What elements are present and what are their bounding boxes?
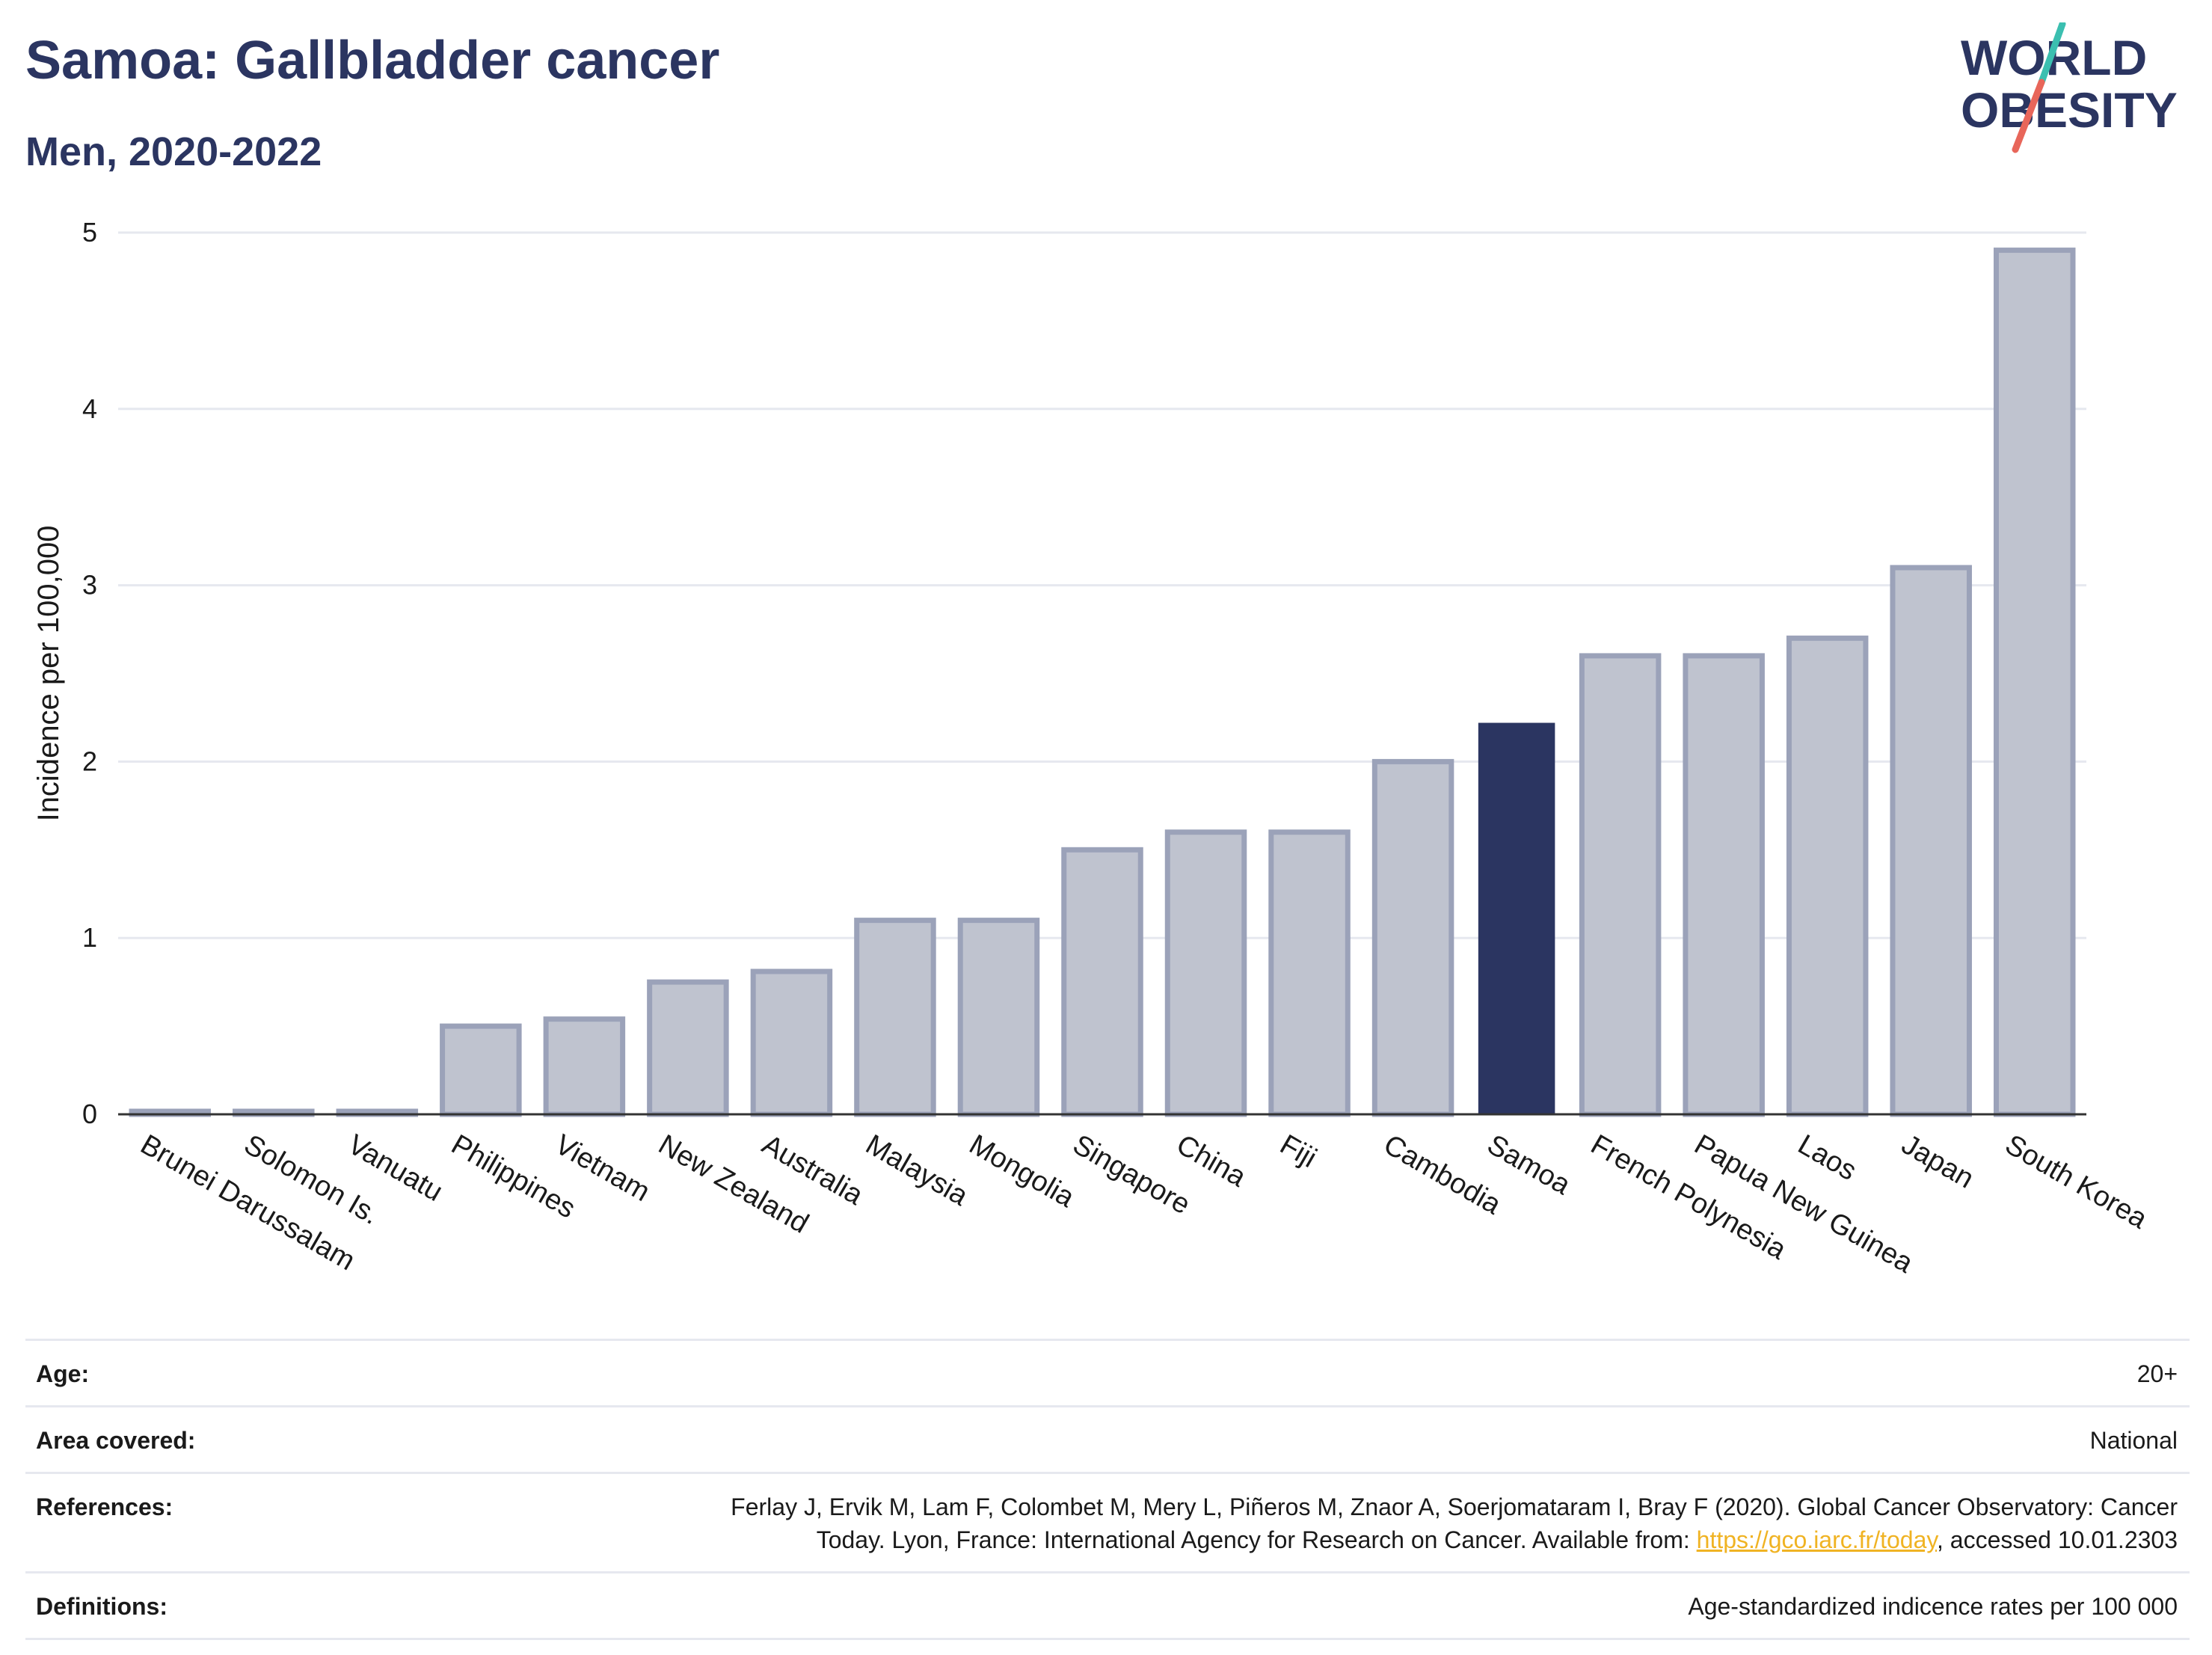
bar [1993, 248, 2076, 1117]
x-tick-label: Singapore [1068, 1129, 1196, 1220]
bar [1061, 847, 1143, 1117]
references-text-line1: Ferlay J, Ervik M, Lam F, Colombet M, Me… [731, 1493, 2178, 1520]
bar [1268, 829, 1351, 1117]
logo-slash-teal [2038, 22, 2066, 86]
x-tick-label: Fiji [1275, 1129, 1322, 1174]
x-tick-label: China [1171, 1129, 1252, 1193]
bar [957, 918, 1040, 1117]
bar [1164, 829, 1247, 1117]
x-tick-label: Laos [1792, 1129, 1861, 1187]
y-tick-label: 4 [82, 393, 97, 424]
bar [1890, 565, 1972, 1117]
age-value: 20+ [2136, 1360, 2178, 1387]
info-row-age: Age: 20+ [25, 1339, 2190, 1405]
bar [543, 1016, 626, 1117]
info-row-references: References: Ferlay J, Ervik M, Lam F, Co… [25, 1472, 2190, 1571]
x-tick-label: Mongolia [964, 1129, 1080, 1214]
references-link[interactable]: https://gco.iarc.fr/today [1696, 1526, 1937, 1553]
definitions-label: Definitions: [36, 1593, 168, 1620]
bar [647, 979, 729, 1117]
references-value: Ferlay J, Ervik M, Lam F, Colombet M, Me… [731, 1490, 2178, 1556]
x-tick-label: South Korea [2000, 1129, 2153, 1235]
area-value: National [2089, 1427, 2178, 1454]
bar [1371, 758, 1454, 1117]
y-tick-label: 3 [82, 570, 97, 601]
info-row-definitions: Definitions: Age-standardized indicence … [25, 1571, 2190, 1640]
references-suffix: , accessed 10.01.2303 [1936, 1526, 2178, 1553]
bar [750, 968, 833, 1117]
logo-slash-red [2012, 79, 2045, 153]
area-label: Area covered: [36, 1427, 196, 1454]
bar-highlight [1478, 722, 1555, 1114]
y-tick-label: 1 [82, 922, 97, 953]
bar [1683, 653, 1765, 1117]
definitions-value: Age-standardized indicence rates per 100… [1688, 1593, 2178, 1620]
x-tick-label: Japan [1896, 1129, 1979, 1194]
bar [440, 1023, 522, 1117]
x-tick-label: Malaysia [860, 1129, 974, 1212]
world-obesity-logo: WORLD OBESITY [1961, 22, 2178, 153]
y-tick-label: 0 [82, 1099, 97, 1129]
bar [854, 918, 936, 1117]
references-text-line2: Today. Lyon, France: International Agenc… [816, 1526, 1697, 1553]
references-label: References: [36, 1493, 173, 1520]
chart-title: Samoa: Gallbladder cancer [25, 31, 720, 90]
info-row-area: Area covered: National [25, 1405, 2190, 1472]
y-tick-label: 5 [82, 217, 97, 248]
chart-subtitle: Men, 2020-2022 [25, 129, 322, 174]
x-tick-label: Cambodia [1378, 1129, 1507, 1220]
bar [1786, 635, 1869, 1117]
logo-line2: OBESITY [1961, 82, 2178, 138]
age-label: Age: [36, 1360, 90, 1387]
y-axis-label: Incidence per 100,000 [32, 526, 65, 822]
y-tick-label: 2 [82, 746, 97, 776]
bar [1579, 653, 1662, 1117]
info-table: Age: 20+ Area covered: National Referenc… [25, 1339, 2190, 1640]
